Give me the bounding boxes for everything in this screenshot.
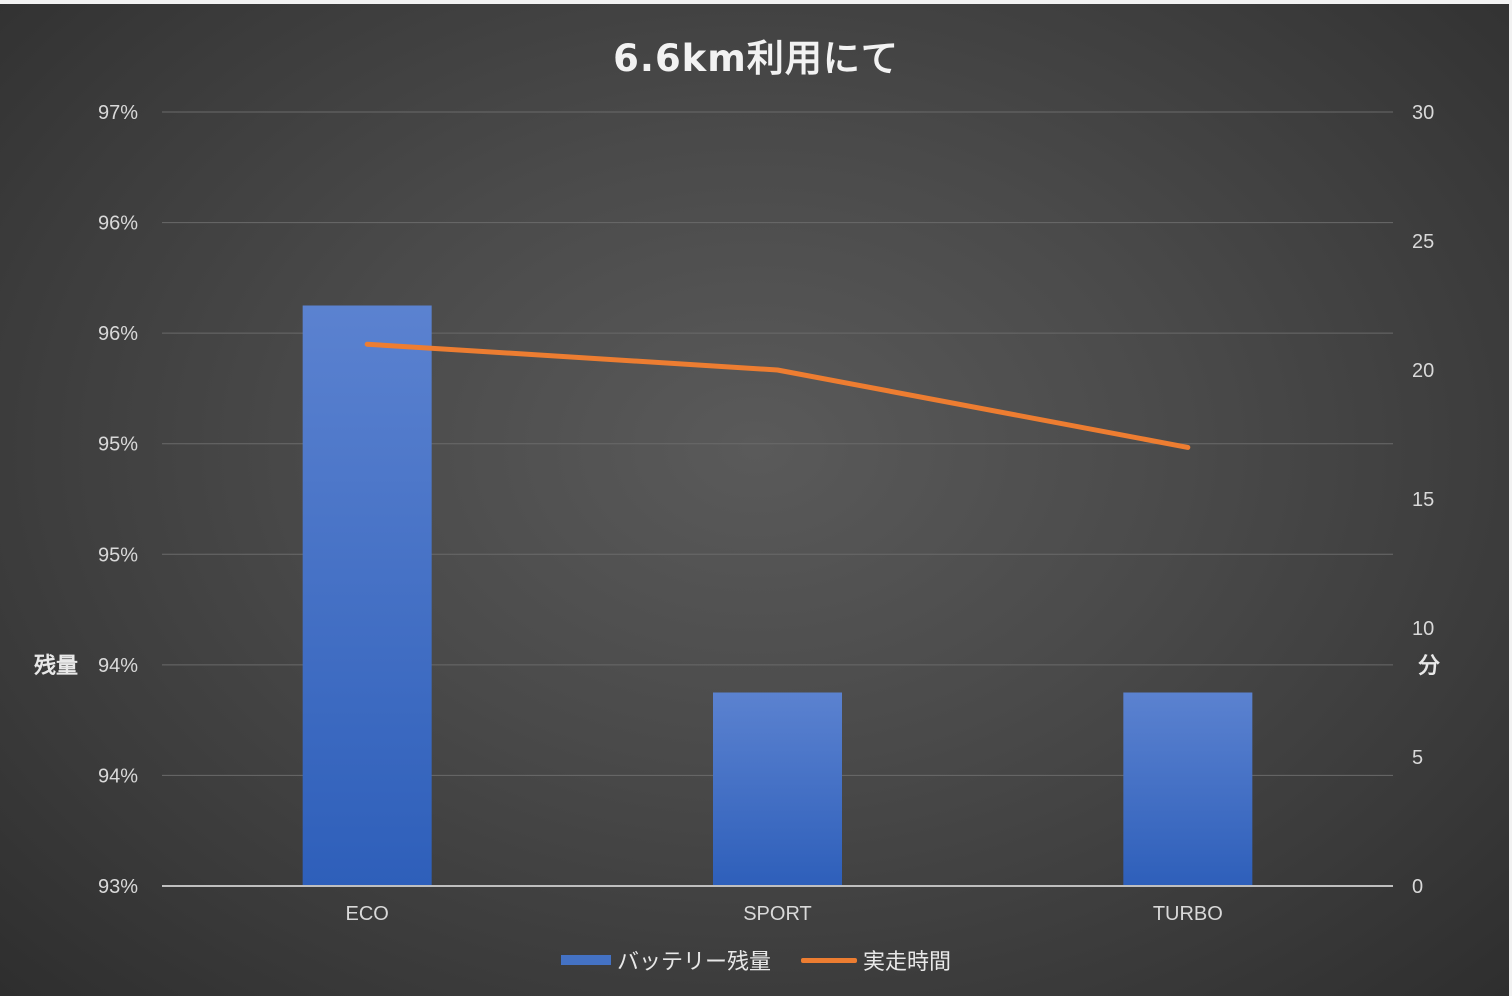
y-left-tick-label: 95%	[98, 544, 138, 566]
legend-swatch-line	[801, 957, 857, 963]
y-left-tick-label: 94%	[98, 765, 138, 787]
legend-swatch-bar	[560, 955, 611, 965]
bar-eco	[302, 305, 432, 886]
x-tick-label: SPORT	[743, 903, 812, 925]
y-right-tick-label: 25	[1412, 231, 1434, 253]
y-left-tick-label: 96%	[98, 213, 138, 235]
y-left-tick-label: 97%	[98, 102, 138, 124]
legend: バッテリー残量 実走時間	[0, 944, 1512, 976]
legend-item-battery: バッテリー残量	[560, 944, 771, 976]
x-tick-label: ECO	[345, 903, 388, 925]
bar-sport	[713, 692, 842, 886]
y-right-tick-label: 10	[1412, 618, 1434, 640]
y-right-tick-label: 5	[1412, 747, 1423, 769]
y-right-tick-label: 15	[1412, 489, 1434, 511]
legend-label-time: 実走時間	[863, 950, 952, 975]
legend-label-battery: バッテリー残量	[616, 950, 771, 975]
line-series-time	[364, 341, 1191, 450]
top-border	[0, 0, 1512, 4]
y-right-tick-label: 0	[1412, 876, 1423, 898]
y-axis-left-title: 残量	[34, 654, 79, 679]
right-border	[1509, 0, 1512, 996]
chart-title: 6.6km利用にて	[613, 37, 899, 80]
legend-item-time: 実走時間	[801, 944, 951, 976]
y-left-tick-label: 94%	[98, 655, 138, 677]
y-left-tick-label: 96%	[98, 323, 138, 345]
y-left-tick-label: 95%	[98, 434, 138, 456]
y-axis-right-title: 分	[1418, 654, 1441, 679]
bar-turbo	[1123, 692, 1253, 886]
y-left-tick-label: 93%	[98, 876, 138, 898]
x-tick-label: TURBO	[1153, 903, 1223, 925]
y-right-tick-label: 20	[1412, 360, 1434, 382]
y-right-tick-label: 30	[1412, 102, 1434, 124]
